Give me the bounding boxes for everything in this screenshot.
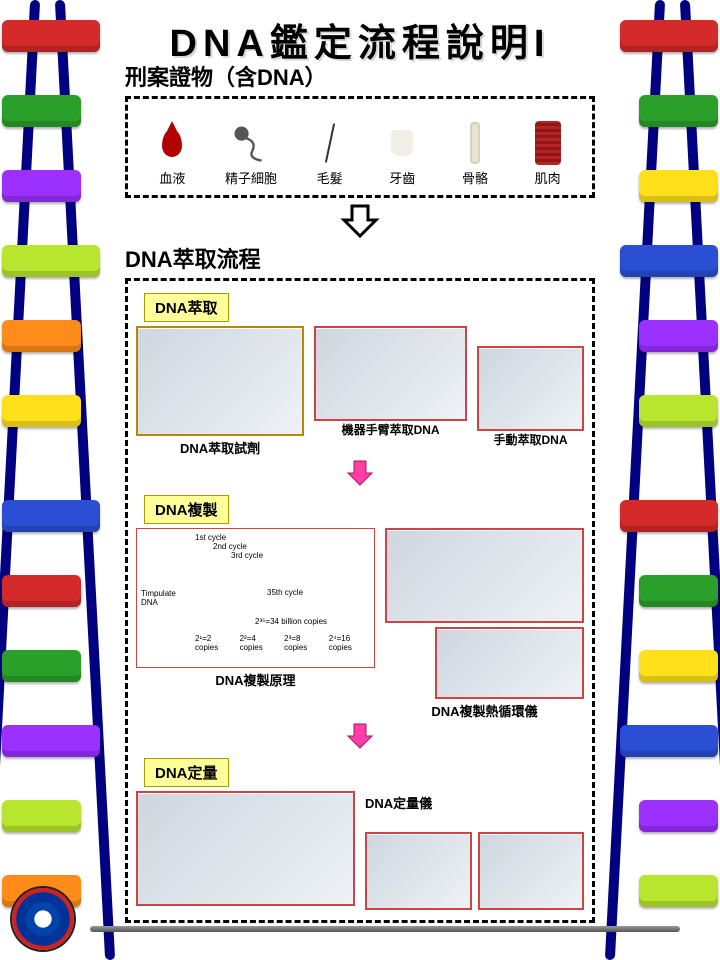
pink-arrow-icon-1 [345, 459, 375, 487]
blood-icon [152, 120, 192, 166]
evidence-box: 血液 精子細胞 毛髮 牙齒 骨骼 肌肉 [125, 96, 595, 198]
helix-rung [2, 320, 81, 352]
helix-rung [620, 725, 718, 757]
photo-manual [477, 346, 584, 431]
helix-rung [2, 575, 81, 607]
photo-extract-kit [136, 326, 304, 436]
caption-amplify-left: DNA複製原理 [136, 670, 375, 689]
amplify-label: DNA複製 [144, 495, 229, 524]
down-arrow-icon [340, 204, 380, 238]
dna-helix-left [0, 0, 120, 960]
caption-amplify-right: DNA複製熱循環儀 [385, 701, 584, 720]
muscle-icon [528, 120, 568, 166]
photo-quant-machine [365, 832, 472, 910]
evidence-label: 毛髮 [317, 168, 343, 187]
helix-rung [639, 95, 718, 127]
caption-manual: 手動萃取DNA [477, 431, 584, 448]
helix-rung [2, 650, 81, 682]
helix-rung [639, 875, 718, 907]
helix-rung [639, 170, 718, 202]
evidence-item-tooth: 牙齒 [382, 120, 422, 187]
evidence-item-hair: 毛髮 [310, 120, 350, 187]
agency-badge-icon [12, 888, 74, 950]
helix-rung [620, 245, 718, 277]
photo-quant-operator [478, 832, 585, 910]
helix-rung [2, 245, 100, 277]
photo-pipette [385, 528, 584, 623]
footer-rule [90, 926, 680, 932]
evidence-item-sperm: 精子細胞 [225, 120, 277, 187]
amplify-diagram: Timpulate DNA 1st cycle 2nd cycle 3rd cy… [136, 528, 375, 668]
photo-thermal-cycler [435, 627, 584, 699]
evidence-label: 牙齒 [389, 168, 415, 187]
tooth-icon [382, 120, 422, 166]
helix-rung [2, 800, 81, 832]
process-box: DNA萃取 DNA萃取試劑 機器手臂萃取DNA 手動萃取DNA [125, 278, 595, 923]
pink-arrow-icon-2 [345, 722, 375, 750]
sperm-icon [231, 120, 271, 166]
helix-rung [2, 170, 81, 202]
extraction-section-title: DNA萃取流程 [125, 242, 595, 274]
helix-rung [2, 395, 81, 427]
bone-icon [455, 120, 495, 166]
helix-rung [639, 800, 718, 832]
helix-rung [639, 395, 718, 427]
extract-label: DNA萃取 [144, 293, 229, 322]
helix-rung [639, 650, 718, 682]
evidence-label: 血液 [159, 168, 185, 187]
photo-quant-main [136, 791, 355, 906]
quant-label: DNA定量 [144, 758, 229, 787]
caption-quant: DNA定量儀 [365, 793, 584, 812]
evidence-section-title: 刑案證物（含DNA） [125, 60, 595, 92]
helix-rung [620, 500, 718, 532]
evidence-label: 肌肉 [535, 168, 561, 187]
evidence-item-bone: 骨骼 [455, 120, 495, 187]
caption-robot: 機器手臂萃取DNA [314, 421, 467, 438]
evidence-item-blood: 血液 [152, 120, 192, 187]
helix-rung [2, 725, 100, 757]
helix-rung [2, 95, 81, 127]
evidence-label: 精子細胞 [225, 168, 277, 187]
helix-rung [639, 320, 718, 352]
photo-robot-arm [314, 326, 467, 421]
evidence-item-muscle: 肌肉 [528, 120, 568, 187]
hair-icon [310, 120, 350, 166]
helix-rung [639, 575, 718, 607]
evidence-label: 骨骼 [462, 168, 488, 187]
dna-helix-right [600, 0, 720, 960]
caption-extract-kit: DNA萃取試劑 [136, 438, 304, 457]
helix-rung [2, 500, 100, 532]
